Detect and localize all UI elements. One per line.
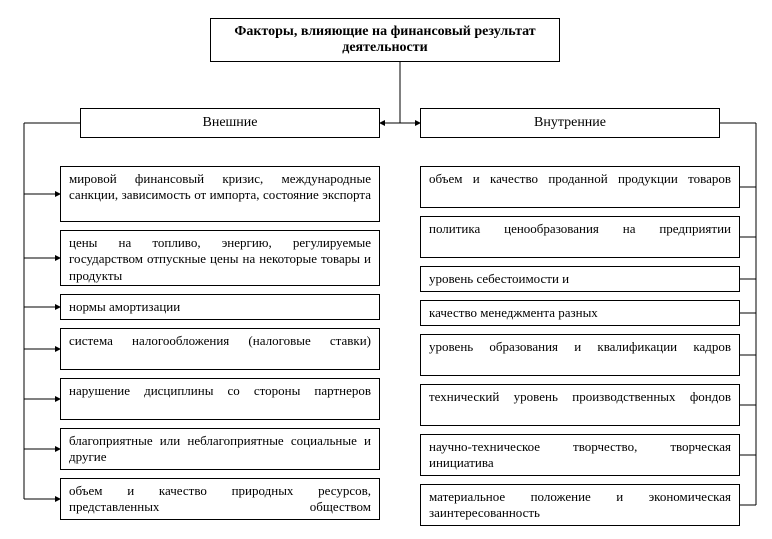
left-item-text: система налогообложения (налоговые ставк… — [69, 333, 371, 348]
right-item-box: политика ценообразования на предприятии — [420, 216, 740, 258]
left-item-text: мировой финансовый кризис, международные… — [69, 171, 371, 202]
left-item-text: объем и качество природных ресурсов, пре… — [69, 483, 371, 514]
root-title-box: Факторы, влияющие на финансовый результа… — [210, 18, 560, 62]
left-item-box: мировой финансовый кризис, международные… — [60, 166, 380, 222]
right-item-text: научно-техническое творчество, творческа… — [429, 439, 731, 470]
right-item-text: технический уровень производственных фон… — [429, 389, 731, 404]
left-item-text: цены на топливо, энергию, регулируемые г… — [69, 235, 371, 283]
right-item-box: технический уровень производственных фон… — [420, 384, 740, 426]
right-item-text: уровень образования и квалификации кадро… — [429, 339, 731, 354]
right-item-box: материальное положение и экономическая з… — [420, 484, 740, 526]
left-header-text: Внешние — [202, 115, 257, 131]
left-item-box: объем и качество природных ресурсов, пре… — [60, 478, 380, 520]
diagram-canvas: Факторы, влияющие на финансовый результа… — [0, 0, 772, 539]
left-item-box: нарушение дисциплины со стороны партнеро… — [60, 378, 380, 420]
left-item-text: нормы амортизации — [69, 299, 180, 314]
right-item-text: политика ценообразования на предприятии — [429, 221, 731, 236]
right-item-text: объем и качество проданной продукции тов… — [429, 171, 731, 186]
right-item-text: материальное положение и экономическая з… — [429, 489, 731, 520]
left-item-box: благоприятные или неблагоприятные социал… — [60, 428, 380, 470]
right-item-box: научно-техническое творчество, творческа… — [420, 434, 740, 476]
right-header-text: Внутренние — [534, 115, 606, 131]
right-item-text: качество менеджмента разных — [429, 305, 598, 320]
right-item-box: уровень образования и квалификации кадро… — [420, 334, 740, 376]
left-branch-header: Внешние — [80, 108, 380, 138]
root-title-text: Факторы, влияющие на финансовый результа… — [219, 24, 551, 56]
left-item-box: система налогообложения (налоговые ставк… — [60, 328, 380, 370]
left-item-text: благоприятные или неблагоприятные социал… — [69, 433, 371, 464]
right-item-text: уровень себестоимости и — [429, 271, 569, 286]
right-branch-header: Внутренние — [420, 108, 720, 138]
left-item-text: нарушение дисциплины со стороны партнеро… — [69, 383, 371, 398]
right-item-box: уровень себестоимости и — [420, 266, 740, 292]
left-item-box: нормы амортизации — [60, 294, 380, 320]
right-item-box: качество менеджмента разных — [420, 300, 740, 326]
left-item-box: цены на топливо, энергию, регулируемые г… — [60, 230, 380, 286]
right-item-box: объем и качество проданной продукции тов… — [420, 166, 740, 208]
